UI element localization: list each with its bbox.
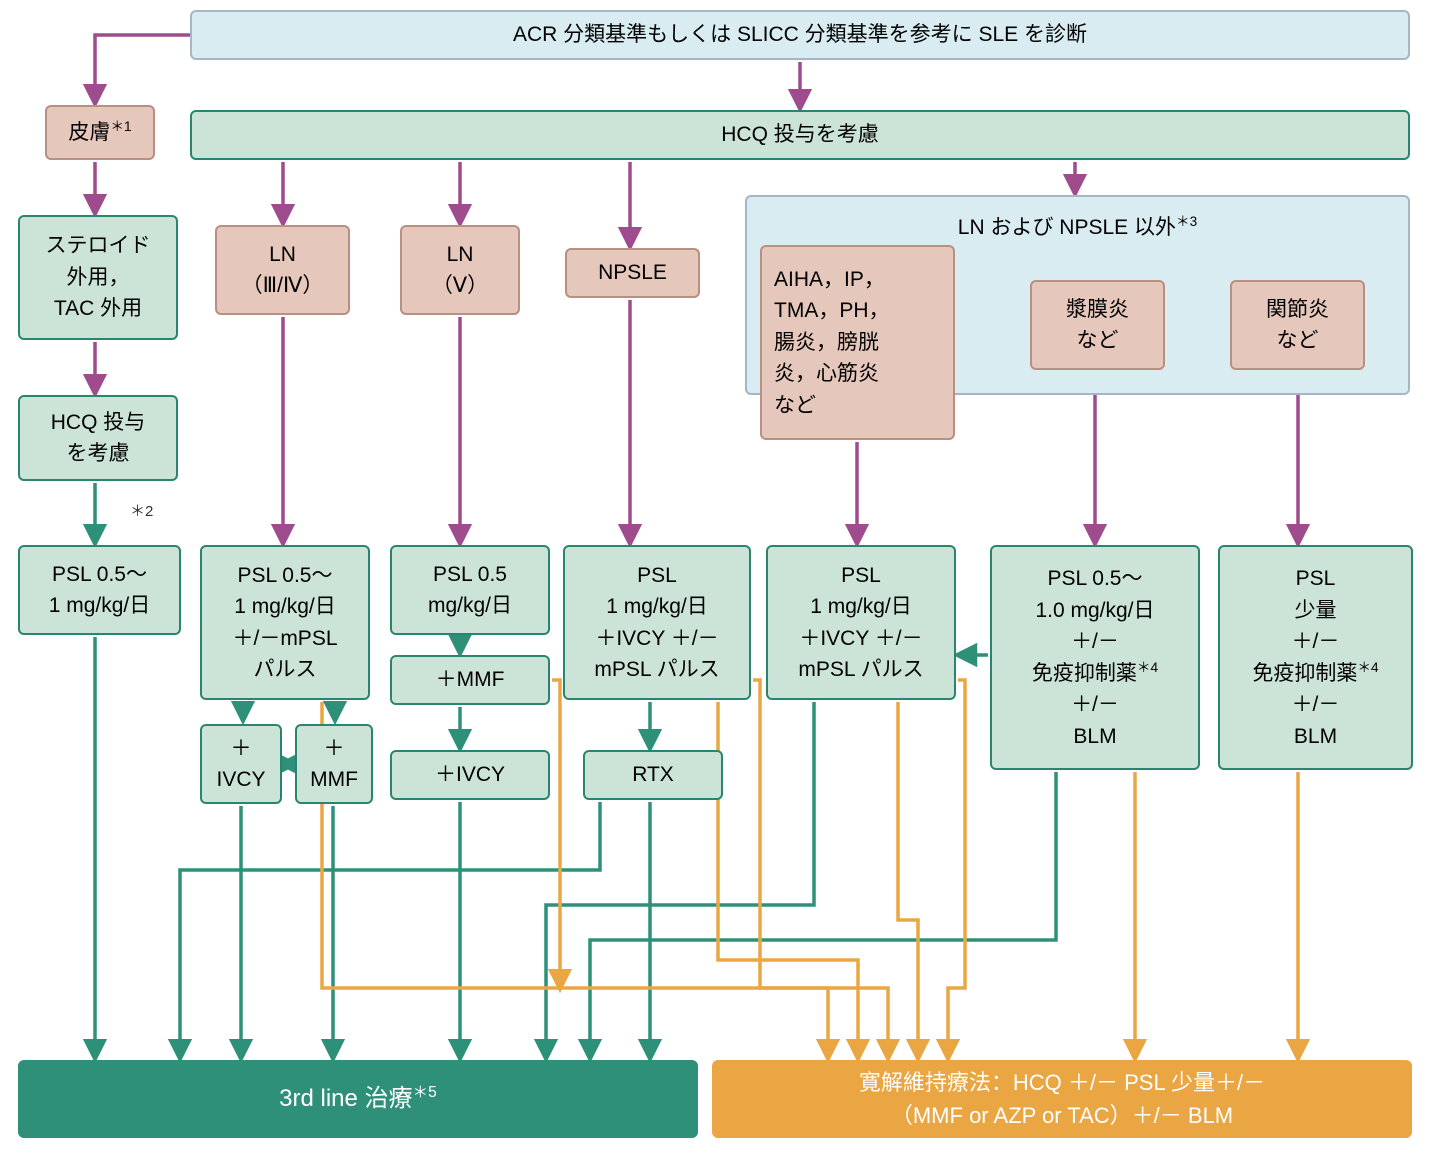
third-line-box: 3rd line 治療＊5: [18, 1060, 698, 1138]
psl-skin-box: PSL 0.5～ 1 mg/kg/日: [18, 545, 181, 635]
psl-aiha-box: PSL 1 mg/kg/日 ＋IVCY ＋/－ mPSL パルス: [766, 545, 956, 700]
ivcy-ln5-text: ＋IVCY: [435, 759, 505, 791]
mmf-sm-text: ＋ MMF: [310, 733, 358, 796]
psl-arth-box: PSL少量＋/－免疫抑制薬＊4＋/－BLM: [1218, 545, 1413, 770]
diag-text: ACR 分類基準もしくは SLICC 分類基準を参考に SLE を診断: [513, 19, 1087, 51]
serositis-text: 漿膜炎 など: [1066, 294, 1129, 357]
ivcy-ln5-box: ＋IVCY: [390, 750, 550, 800]
kanrai-text: 寛解維持療法：HCQ ＋/－ PSL 少量＋/－ （MMF or AZP or …: [859, 1066, 1265, 1132]
steroid-text: ステロイド 外用， TAC 外用: [46, 230, 151, 325]
ln34-box: LN （Ⅲ/Ⅳ）: [215, 225, 350, 315]
npsle-box: NPSLE: [565, 248, 700, 298]
aiha-text: AIHA，IP， TMA，PH， 腸炎，膀胱 炎，心筋炎 など: [774, 264, 890, 422]
rtx-text: RTX: [632, 759, 674, 791]
kanrai-box: 寛解維持療法：HCQ ＋/－ PSL 少量＋/－ （MMF or AZP or …: [712, 1060, 1412, 1138]
skin-box: 皮膚＊1: [45, 105, 155, 160]
rtx-box: RTX: [583, 750, 723, 800]
hcq-main-text: HCQ 投与を考慮: [721, 119, 879, 151]
ln34-text: LN （Ⅲ/Ⅳ）: [242, 239, 324, 302]
mmf-sm-box: ＋ MMF: [295, 724, 373, 804]
psl-ln5-text: PSL 0.5 mg/kg/日: [428, 559, 512, 622]
mmf-ln5-text: ＋MMF: [436, 664, 505, 696]
diag-box: ACR 分類基準もしくは SLICC 分類基準を参考に SLE を診断: [190, 10, 1410, 60]
ln-other-panel-title: LN および NPSLE 以外＊3: [777, 212, 1378, 244]
ivcy-sm-text: ＋ IVCY: [216, 733, 265, 796]
psl-aiha-text: PSL 1 mg/kg/日 ＋IVCY ＋/－ mPSL パルス: [798, 560, 923, 686]
hcq-skin-text: HCQ 投与 を考慮: [51, 407, 146, 470]
aiha-box: AIHA，IP， TMA，PH， 腸炎，膀胱 炎，心筋炎 など: [760, 245, 955, 440]
psl-ln5-box: PSL 0.5 mg/kg/日: [390, 545, 550, 635]
psl-np-box: PSL 1 mg/kg/日 ＋IVCY ＋/－ mPSL パルス: [563, 545, 751, 700]
note-star2: ＊2: [130, 500, 153, 521]
psl-ln34-box: PSL 0.5～ 1 mg/kg/日 ＋/－mPSL パルス: [200, 545, 370, 700]
arthritis-box: 関節炎 など: [1230, 280, 1365, 370]
psl-skin-text: PSL 0.5～ 1 mg/kg/日: [49, 559, 151, 622]
steroid-box: ステロイド 外用， TAC 外用: [18, 215, 178, 340]
ln5-text: LN （Ⅴ）: [432, 239, 488, 302]
mmf-ln5-box: ＋MMF: [390, 655, 550, 705]
hcq-skin-box: HCQ 投与 を考慮: [18, 395, 178, 481]
ivcy-sm-box: ＋ IVCY: [200, 724, 282, 804]
hcq-main-box: HCQ 投与を考慮: [190, 110, 1410, 160]
arthritis-text: 関節炎 など: [1266, 294, 1329, 357]
psl-ln34-text: PSL 0.5～ 1 mg/kg/日 ＋/－mPSL パルス: [232, 560, 337, 686]
ln5-box: LN （Ⅴ）: [400, 225, 520, 315]
psl-sero-text: PSL 0.5～1.0 mg/kg/日＋/－免疫抑制薬＊4＋/－BLM: [1032, 563, 1158, 752]
skin-text: 皮膚＊1: [68, 117, 131, 149]
serositis-box: 漿膜炎 など: [1030, 280, 1165, 370]
psl-np-text: PSL 1 mg/kg/日 ＋IVCY ＋/－ mPSL パルス: [594, 560, 719, 686]
npsle-text: NPSLE: [598, 257, 667, 289]
psl-arth-text: PSL少量＋/－免疫抑制薬＊4＋/－BLM: [1252, 563, 1378, 752]
third-line-text: 3rd line 治療＊5: [279, 1081, 437, 1117]
psl-sero-box: PSL 0.5～1.0 mg/kg/日＋/－免疫抑制薬＊4＋/－BLM: [990, 545, 1200, 770]
